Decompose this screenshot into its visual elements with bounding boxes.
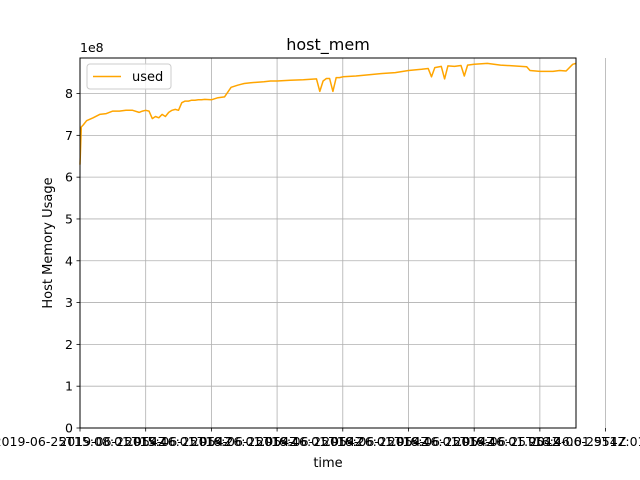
x-tick-label: 2019-06-25T16:26:01.954Z — [125, 434, 298, 449]
y-axis-title: Host Memory Usage — [41, 177, 56, 308]
x-tick-label: 2019-06-25T17:01.954Z — [529, 434, 640, 449]
y-tick-label: 0 — [65, 421, 73, 436]
legend-label-used: used — [132, 70, 163, 85]
y-tick-label: 4 — [65, 253, 73, 268]
chart-title: host_mem — [286, 35, 370, 55]
legend-box — [86, 63, 172, 90]
y-tick-label: 6 — [65, 170, 73, 185]
legend: used — [86, 63, 172, 90]
ticks: 0123456782019-06-25T15:08:01.954Z2019-06… — [0, 86, 640, 449]
x-tick-label: 2019-06-25T16:46:01.954Z — [322, 434, 495, 449]
x-tick-label: 2019-06-25T16:26:01.954Z — [256, 434, 429, 449]
y-tick-label: 1 — [65, 379, 73, 394]
x-tick-label: 2019-06-25T16:46:01.954Z — [388, 434, 561, 449]
x-tick-label: 2019-06-25T15:08:01.954Z — [0, 434, 166, 449]
y-tick-label: 7 — [65, 128, 73, 143]
plot-frame — [79, 57, 577, 429]
y-scale-label: 1e8 — [80, 40, 104, 55]
x-axis-title: time — [313, 456, 342, 471]
y-tick-label: 3 — [65, 295, 73, 310]
y-tick-label: 8 — [65, 86, 73, 101]
x-tick-label: 2019-06-25T16:46:01.954Z — [191, 434, 364, 449]
y-tick-label: 5 — [65, 211, 73, 226]
series-line-used — [79, 62, 577, 165]
series-layer — [79, 62, 577, 165]
y-tick-label: 2 — [65, 337, 73, 352]
x-tick-label: 2019-06-25T16:46:01.954Z — [453, 434, 626, 449]
x-tick-label: 2019-06-25T15:46:01.954Z — [59, 434, 232, 449]
